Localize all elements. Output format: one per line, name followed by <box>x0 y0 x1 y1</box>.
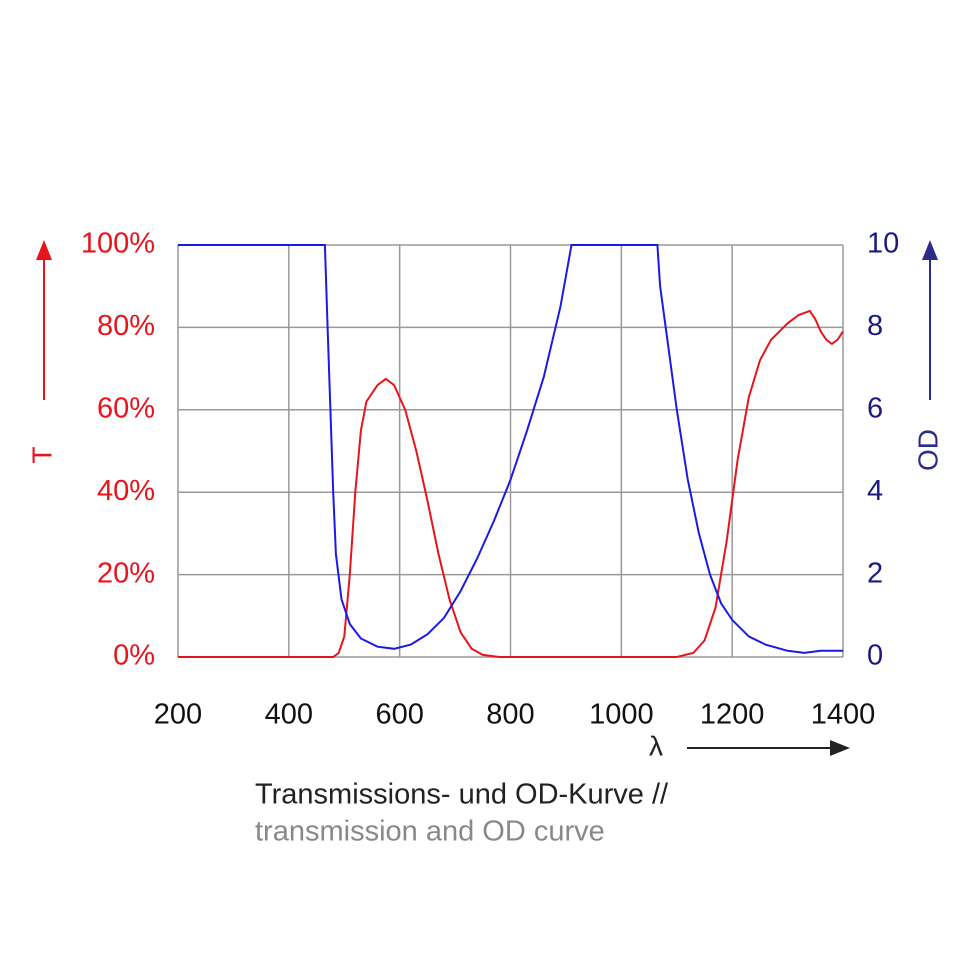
y2-tick-label: 10 <box>867 228 899 260</box>
x-tick-label: 600 <box>375 699 423 731</box>
y-tick-label: 0% <box>113 640 155 672</box>
y2-tick-label: 4 <box>867 475 883 507</box>
x-axis-label: λ <box>649 730 663 761</box>
series-line <box>178 309 844 658</box>
y2-axis-label: OD <box>912 429 943 471</box>
x-tick-label: 200 <box>154 699 202 731</box>
chart-title: Transmissions- und OD-Kurve // <box>255 779 669 811</box>
y-tick-label: 40% <box>97 475 155 507</box>
x-tick-label: 1000 <box>589 699 654 731</box>
chart-subtitle: transmission and OD curve <box>255 816 605 848</box>
x-tick-label: 1400 <box>811 699 876 731</box>
x-tick-label: 1200 <box>700 699 765 731</box>
y2-tick-label: 2 <box>867 557 883 589</box>
y-tick-label: 20% <box>97 557 155 589</box>
y2-tick-label: 6 <box>867 392 883 424</box>
y2-tick-label: 0 <box>867 640 883 672</box>
y-tick-label: 80% <box>97 310 155 342</box>
series-line <box>178 244 843 654</box>
y2-tick-label: 8 <box>867 310 883 342</box>
y-tick-label: 60% <box>97 392 155 424</box>
y-tick-label: 100% <box>81 228 155 260</box>
x-tick-label: 400 <box>265 699 313 731</box>
x-tick-label: 800 <box>486 699 534 731</box>
y-axis-label: T <box>26 446 57 463</box>
